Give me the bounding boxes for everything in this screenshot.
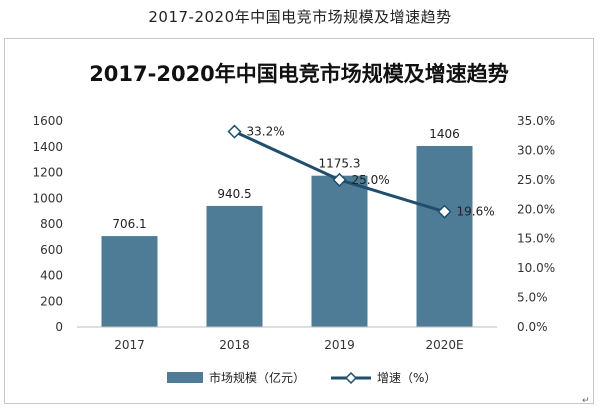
right-tick-label: 5.0% [517,291,548,305]
legend-line-marker [344,371,358,385]
x-label-2017: 2017 [114,338,145,352]
outer-title: 2017-2020年中国电竞市场规模及增速趋势 [148,8,452,26]
x-label-2019: 2019 [324,338,355,352]
chart-frame: 2017-2020年中国电竞市场规模及增速趋势 0 200 400 600 800 100… [4,38,594,404]
left-tick-label: 800 [40,217,63,231]
combo-chart: 2017-2020年中国电竞市场规模及增速趋势 0 200 400 600 800 100… [32,62,555,385]
left-tick-label: 0 [55,320,63,334]
line-series: 33.2% 25.0% 19.6% [227,124,495,219]
growth-marker-2019 [332,172,347,187]
right-tick-label: 30.0% [517,143,555,157]
growth-marker-2018 [227,124,242,139]
bar-2020E [416,145,473,327]
growth-label-2020E: 19.6% [457,205,495,219]
right-tick-label: 25.0% [517,173,555,187]
growth-label-2019: 25.0% [352,173,390,187]
left-tick-label: 1600 [32,114,63,128]
x-label-2020E: 2020E [425,338,463,352]
bar-2019 [311,175,368,327]
growth-label-2018: 33.2% [247,125,285,139]
legend: 市场规模（亿元） 增速（%） [167,370,436,385]
left-tick-label: 600 [40,243,63,257]
bar-label-2019: 1175.3 [319,157,361,171]
legend-bar-swatch [167,372,203,383]
bar-label-2017: 706.1 [112,217,146,231]
legend-line-label: 增速（%） [377,371,436,385]
left-tick-label: 1000 [32,191,63,205]
bar-data-labels: 706.1 940.5 1175.3 1406 [112,127,459,231]
legend-bar-label: 市场规模（亿元） [209,370,305,385]
left-axis: 0 200 400 600 800 1000 1200 1400 1600 [32,114,63,334]
bar-2017 [101,236,158,327]
return-mark: ↵ [582,396,590,406]
right-tick-label: 0.0% [517,320,548,334]
x-axis-labels: 2017 2018 2019 2020E [114,338,463,352]
right-tick-label: 20.0% [517,202,555,216]
left-tick-label: 1400 [32,140,63,154]
left-tick-label: 1200 [32,166,63,180]
left-tick-label: 400 [40,269,63,283]
bar-series [101,145,473,327]
bar-label-2018: 940.5 [217,187,251,201]
right-tick-label: 15.0% [517,232,555,246]
bar-label-2020E: 1406 [429,127,460,141]
right-tick-label: 10.0% [517,261,555,275]
bar-2018 [206,205,263,327]
right-axis: 0.0% 5.0% 10.0% 15.0% 20.0% 25.0% 30.0% 35.0% [517,114,555,334]
right-tick-label: 35.0% [517,114,555,128]
growth-marker-2020E [437,204,452,219]
chart-title: 2017-2020年中国电竞市场规模及增速趋势 [89,62,509,86]
x-label-2018: 2018 [219,338,250,352]
left-tick-label: 200 [40,294,63,308]
